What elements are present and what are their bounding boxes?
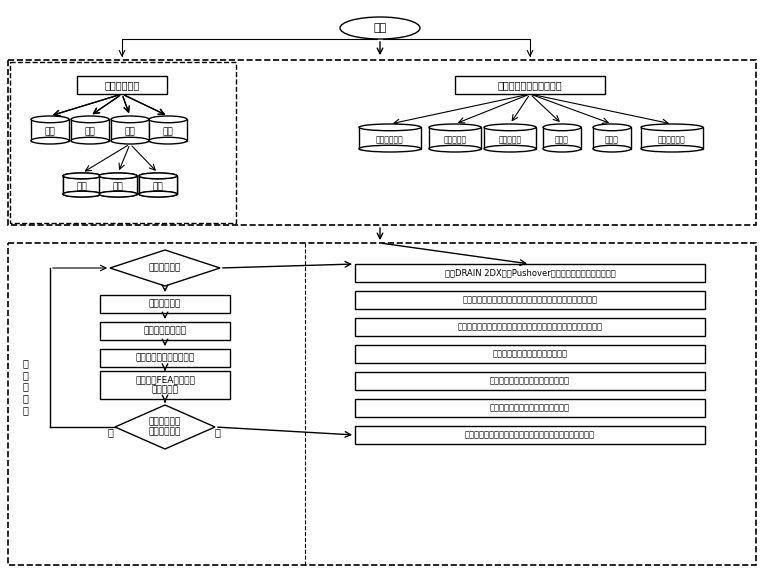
Ellipse shape: [63, 192, 101, 197]
Text: 荷载: 荷载: [125, 127, 135, 136]
Ellipse shape: [149, 137, 187, 144]
Text: 计算对应于不同破坏状态的损失期望: 计算对应于不同破坏状态的损失期望: [490, 404, 570, 413]
Ellipse shape: [99, 192, 137, 197]
FancyBboxPatch shape: [111, 119, 149, 141]
FancyBboxPatch shape: [455, 76, 605, 94]
Text: 恒载: 恒载: [77, 182, 87, 191]
Ellipse shape: [359, 145, 421, 152]
FancyBboxPatch shape: [100, 371, 230, 399]
Ellipse shape: [149, 116, 187, 123]
Text: 检查是否满足
规范约束要求: 检查是否满足 规范约束要求: [149, 417, 181, 437]
FancyBboxPatch shape: [139, 176, 177, 194]
Ellipse shape: [99, 173, 137, 179]
Text: 开始: 开始: [373, 23, 387, 33]
Ellipse shape: [63, 173, 101, 179]
Ellipse shape: [429, 145, 481, 152]
FancyBboxPatch shape: [77, 76, 167, 94]
Text: 目标函数数量: 目标函数数量: [376, 135, 404, 144]
Text: 材料: 材料: [163, 127, 173, 136]
Text: 产生初始种群: 产生初始种群: [658, 135, 686, 144]
Text: 运用弹性FEA计算结构
内力及变形: 运用弹性FEA计算结构 内力及变形: [135, 375, 195, 394]
Text: 下
一
个
个
体: 下 一 个 个 体: [22, 359, 28, 415]
Ellipse shape: [31, 116, 69, 123]
FancyBboxPatch shape: [355, 426, 705, 444]
Text: 给出初始造价、损失期望、截面类型数量值及相关性能指标: 给出初始造价、损失期望、截面类型数量值及相关性能指标: [465, 430, 595, 439]
FancyBboxPatch shape: [100, 295, 230, 313]
Ellipse shape: [484, 145, 536, 152]
Ellipse shape: [139, 192, 177, 197]
FancyBboxPatch shape: [429, 127, 481, 149]
FancyBboxPatch shape: [63, 176, 101, 194]
Text: 通过修正系数来考虑计算模型及地震荷载的随机性与不确定性影响: 通过修正系数来考虑计算模型及地震荷载的随机性与不确定性影响: [458, 323, 603, 332]
Text: 计算初始造价: 计算初始造价: [149, 299, 181, 308]
Text: 交叉率: 交叉率: [555, 135, 569, 144]
FancyBboxPatch shape: [355, 291, 705, 309]
FancyBboxPatch shape: [71, 119, 109, 141]
Text: 活载: 活载: [112, 182, 123, 191]
Ellipse shape: [71, 137, 109, 144]
FancyBboxPatch shape: [149, 119, 187, 141]
Ellipse shape: [139, 173, 177, 179]
FancyBboxPatch shape: [100, 322, 230, 340]
Ellipse shape: [641, 124, 703, 131]
Ellipse shape: [340, 17, 420, 39]
FancyBboxPatch shape: [100, 349, 230, 367]
Ellipse shape: [484, 124, 536, 131]
Ellipse shape: [71, 116, 109, 123]
FancyBboxPatch shape: [139, 176, 177, 194]
Ellipse shape: [111, 116, 149, 123]
Ellipse shape: [63, 173, 101, 179]
Text: 跨数: 跨数: [84, 127, 95, 136]
Ellipse shape: [111, 137, 149, 144]
Text: 调用DRAIN 2DX进行Pushover分析确定结构最大层间位移角: 调用DRAIN 2DX进行Pushover分析确定结构最大层间位移角: [445, 268, 616, 278]
Ellipse shape: [139, 192, 177, 197]
Ellipse shape: [359, 124, 421, 131]
Ellipse shape: [641, 145, 703, 152]
Ellipse shape: [63, 192, 101, 197]
Ellipse shape: [99, 173, 137, 179]
Text: 是: 是: [214, 427, 220, 437]
Ellipse shape: [543, 145, 581, 152]
Text: 针对初始种群: 针对初始种群: [149, 263, 181, 272]
Text: 计算对应于不同破坏状态的失效概率: 计算对应于不同破坏状态的失效概率: [490, 377, 570, 385]
FancyBboxPatch shape: [355, 372, 705, 390]
Ellipse shape: [593, 124, 631, 131]
FancyBboxPatch shape: [355, 318, 705, 336]
FancyBboxPatch shape: [63, 176, 101, 194]
FancyBboxPatch shape: [543, 127, 581, 149]
FancyBboxPatch shape: [593, 127, 631, 149]
FancyBboxPatch shape: [359, 127, 421, 149]
FancyBboxPatch shape: [99, 176, 137, 194]
Text: 层数: 层数: [45, 127, 55, 136]
FancyBboxPatch shape: [641, 127, 703, 149]
Ellipse shape: [593, 145, 631, 152]
Text: 结构模型建立: 结构模型建立: [104, 80, 140, 90]
Polygon shape: [110, 250, 220, 286]
Text: 设计变量数: 设计变量数: [443, 135, 467, 144]
Polygon shape: [115, 405, 215, 449]
Text: 地震: 地震: [153, 182, 163, 191]
Text: 统计截面类型数量: 统计截面类型数量: [144, 327, 186, 336]
Ellipse shape: [31, 137, 69, 144]
Text: 运用对数正态拟合小震与大震对应超越概率与最大层间位移角: 运用对数正态拟合小震与大震对应超越概率与最大层间位移角: [463, 295, 597, 304]
FancyBboxPatch shape: [99, 176, 137, 194]
FancyBboxPatch shape: [355, 399, 705, 417]
Ellipse shape: [543, 124, 581, 131]
Ellipse shape: [99, 192, 137, 197]
Ellipse shape: [139, 173, 177, 179]
Text: 定义多目标遗传算法参数: 定义多目标遗传算法参数: [498, 80, 562, 90]
Ellipse shape: [429, 124, 481, 131]
FancyBboxPatch shape: [355, 345, 705, 363]
Text: 定义竖向及水平荷载作用: 定义竖向及水平荷载作用: [135, 353, 195, 363]
FancyBboxPatch shape: [484, 127, 536, 149]
FancyBboxPatch shape: [355, 264, 705, 282]
Text: 否: 否: [107, 427, 113, 437]
Text: 变异率: 变异率: [605, 135, 619, 144]
Text: 轮盘赌参数: 轮盘赌参数: [499, 135, 521, 144]
FancyBboxPatch shape: [31, 119, 69, 141]
Text: 计算对应于不同破坏状态的损失值: 计算对应于不同破坏状态的损失值: [492, 349, 568, 359]
